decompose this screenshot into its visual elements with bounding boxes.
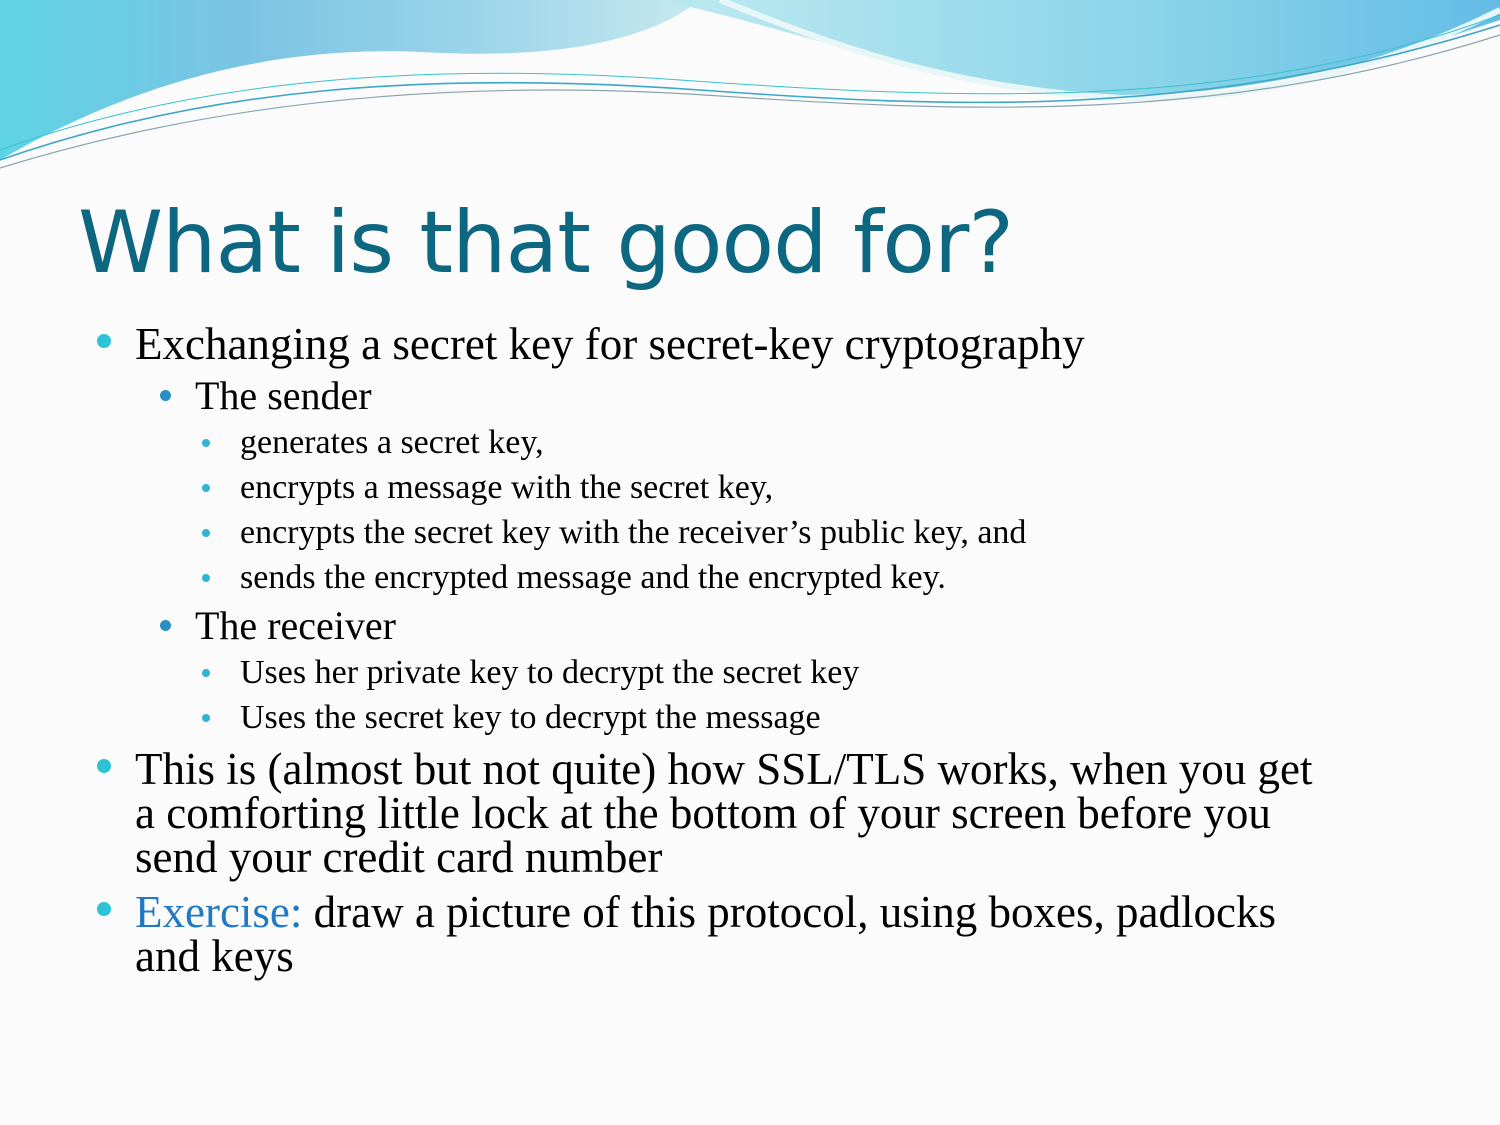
- bullet-text: encrypts a message with the secret key,: [240, 469, 774, 506]
- exercise-label: Exercise:: [135, 887, 303, 937]
- bullet-text-line-2: and keys: [135, 931, 294, 981]
- bullet-text: Uses her private key to decrypt the secr…: [240, 654, 860, 691]
- bullet-dot-icon: [202, 574, 210, 582]
- exercise-text: draw a picture of this protocol, using b…: [302, 887, 1276, 937]
- bullet-dot-icon: [202, 439, 210, 447]
- bullet-text: Uses the secret key to decrypt the messa…: [240, 699, 821, 736]
- bullet-text: The receiver: [195, 603, 396, 648]
- bullet-text-line-2: a comforting little lock at the bottom o…: [135, 788, 1271, 838]
- bullet-text: encrypts the secret key with the receive…: [240, 514, 1027, 551]
- bullet-text-line-1: This is (almost but not quite) how SSL/T…: [135, 744, 1313, 794]
- bullet-dot-icon: [97, 334, 111, 348]
- bullet-dot-icon: [202, 669, 210, 677]
- bullet-text: Exchanging a secret key for secret-key c…: [135, 319, 1085, 369]
- bullet-text: The sender: [195, 373, 372, 418]
- slide-title: What is that good for?: [78, 193, 1014, 293]
- bullet-dot-icon: [202, 484, 210, 492]
- bullet-dot-icon: [160, 620, 171, 631]
- bullet-text-line-3: send your credit card number: [135, 832, 663, 882]
- bullet-dot-icon: [202, 714, 210, 722]
- header-wave-decoration: [0, 0, 1500, 169]
- bullet-text-line-1: Exercise: draw a picture of this protoco…: [135, 887, 1276, 937]
- bullet-dot-icon: [97, 759, 111, 773]
- bullet-dot-icon: [202, 529, 210, 537]
- bullet-text: generates a secret key,: [240, 424, 544, 461]
- bullet-text: sends the encrypted message and the encr…: [240, 559, 946, 596]
- bullet-dot-icon: [97, 902, 111, 916]
- bullet-dot-icon: [160, 390, 171, 401]
